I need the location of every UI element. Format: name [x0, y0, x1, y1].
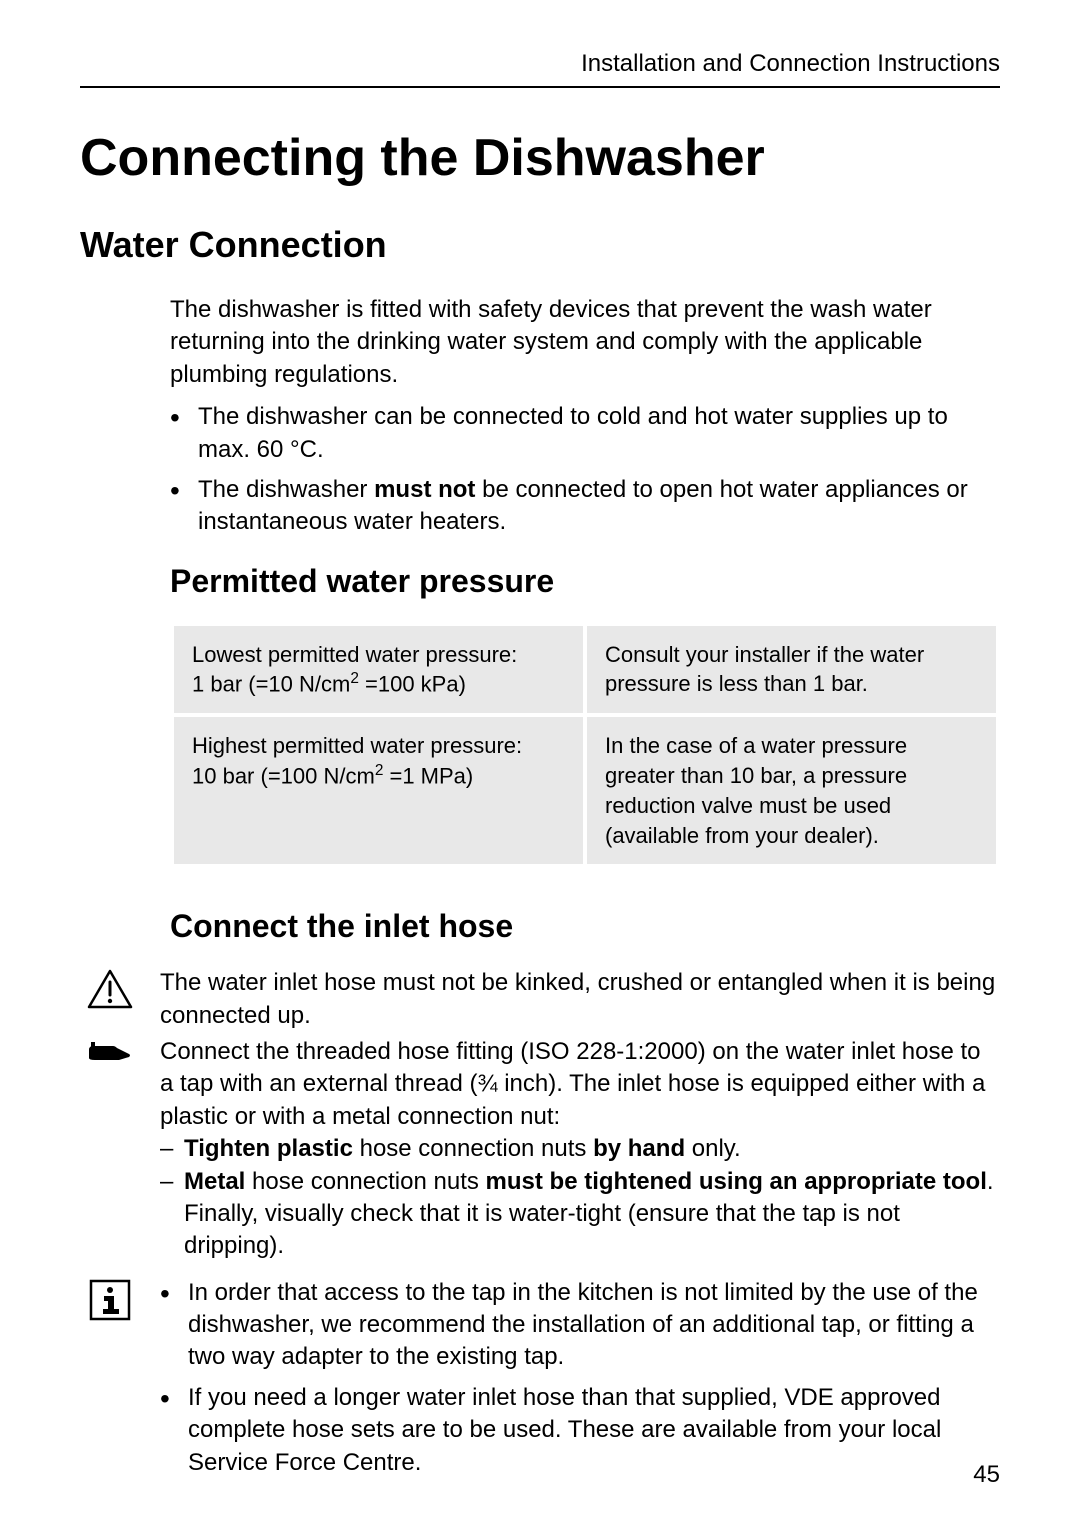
text-fragment: Highest permitted water pressure: [192, 733, 522, 758]
list-item: The dishwasher must not be connected to … [170, 474, 1000, 539]
superscript: 2 [350, 670, 359, 687]
table-cell: In the case of a water pressure greater … [585, 715, 998, 866]
page-title: Connecting the Dishwasher [80, 128, 1000, 188]
table-cell: Lowest permitted water pressure: 1 bar (… [172, 624, 585, 716]
table-cell: Consult your installer if the water pres… [585, 624, 998, 716]
section-heading-inlet: Connect the inlet hose [170, 908, 1000, 945]
section-heading-water-connection: Water Connection [80, 224, 1000, 266]
sub-list: Tighten plastic hose connection nuts by … [160, 1133, 1000, 1263]
warning-text: The water inlet hose must not be kinked,… [160, 967, 1000, 1032]
table-cell: Highest permitted water pressure: 10 bar… [172, 715, 585, 866]
text-fragment: Lowest permitted water pressure: [192, 642, 517, 667]
text-fragment: 1 bar (=10 N/cm [192, 672, 350, 697]
table-row: Lowest permitted water pressure: 1 bar (… [172, 624, 998, 716]
running-header: Installation and Connection Instructions [80, 50, 1000, 88]
list-item: Tighten plastic hose connection nuts by … [160, 1133, 1000, 1165]
section-heading-pressure: Permitted water pressure [170, 563, 1000, 600]
text-bold: must not [374, 476, 475, 503]
text-bold: Metal [184, 1168, 245, 1195]
hand-pointer-icon [80, 1036, 140, 1068]
text-bold: Tighten plastic [184, 1135, 353, 1162]
water-connection-list: The dishwasher can be connected to cold … [170, 401, 1000, 539]
text-fragment: 10 bar (=100 N/cm [192, 763, 375, 788]
list-item: If you need a longer water inlet hose th… [160, 1382, 1000, 1479]
text-fragment: The dishwasher [198, 476, 374, 503]
info-icon [80, 1277, 140, 1321]
info-list: In order that access to the tap in the k… [160, 1277, 1000, 1479]
pressure-table: Lowest permitted water pressure: 1 bar (… [170, 622, 1000, 868]
list-item: The dishwasher can be connected to cold … [170, 401, 1000, 466]
step-text: Connect the threaded hose fitting (ISO 2… [160, 1036, 1000, 1133]
text-fragment: only. [685, 1135, 741, 1162]
intro-paragraph: The dishwasher is fitted with safety dev… [170, 294, 1000, 391]
warning-icon [80, 967, 140, 1009]
table-row: Highest permitted water pressure: 10 bar… [172, 715, 998, 866]
text-fragment: hose connection nuts [353, 1135, 593, 1162]
text-bold: by hand [593, 1135, 685, 1162]
text-fragment: =100 kPa) [359, 672, 466, 697]
list-item: In order that access to the tap in the k… [160, 1277, 1000, 1374]
page-number: 45 [973, 1461, 1000, 1489]
list-item: Metal hose connection nuts must be tight… [160, 1166, 1000, 1263]
text-bold: must be tightened using an appropriate t… [486, 1168, 987, 1195]
text-fragment: =1 MPa) [383, 763, 473, 788]
text-fragment: hose connection nuts [245, 1168, 485, 1195]
